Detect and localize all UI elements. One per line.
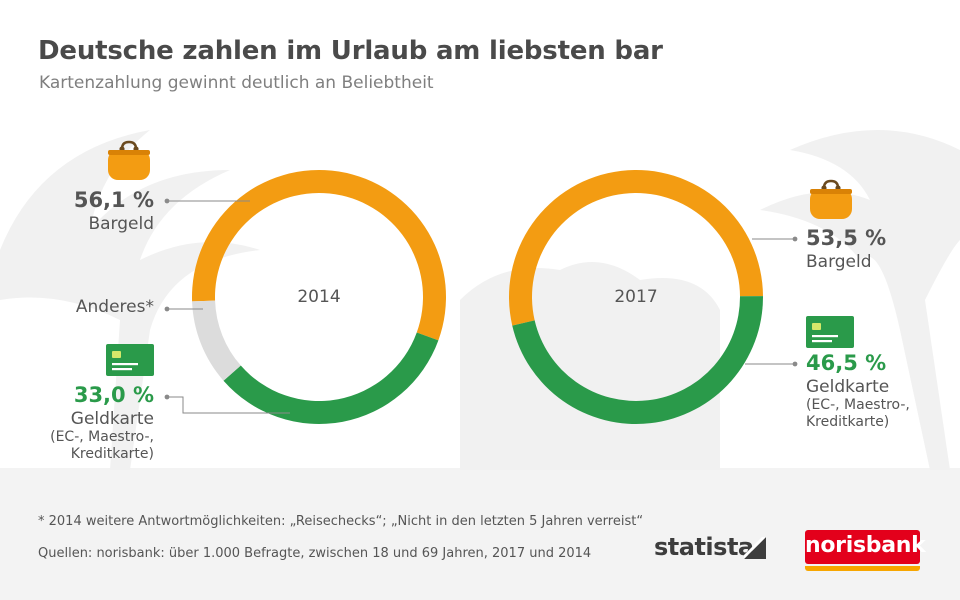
value-2014-cash: 56,1 % — [73, 188, 154, 212]
category-2014-cash: Bargeld — [88, 213, 154, 234]
category-2017-card: Geldkarte — [806, 376, 890, 397]
label-2017-cash: 53,5 % Bargeld — [806, 226, 886, 272]
norisbank-logo[interactable]: norisbank — [805, 530, 926, 564]
category-2014-card: Geldkarte — [70, 408, 154, 429]
note-2014-card-1: (EC-, Maestro-, — [50, 429, 154, 446]
value-2017-card: 46,5 % — [806, 351, 887, 375]
donut-2014 — [192, 170, 446, 424]
donut-2014-center-label: 2014 — [297, 287, 341, 307]
leader-line-left-card — [167, 396, 290, 414]
category-2017-cash: Bargeld — [806, 251, 872, 272]
source-note: Quellen: norisbank: über 1.000 Befragte,… — [38, 546, 592, 561]
note-2017-card-1: (EC-, Maestro-, — [806, 397, 910, 414]
norisbank-logo-text: norisbank — [805, 533, 926, 558]
donut-2017 — [508, 169, 763, 424]
statista-logo-mark — [744, 537, 766, 559]
credit-card-icon — [106, 344, 154, 376]
footnote: * 2014 weitere Antwortmöglichkeiten: „Re… — [38, 514, 644, 529]
donut-slice-bargeld — [192, 170, 446, 341]
footer-band — [0, 468, 960, 600]
label-2017-card: 46,5 % Geldkarte (EC-, Maestro-, Kreditk… — [806, 351, 910, 432]
label-2014-other: Anderes* — [75, 297, 154, 317]
note-2014-card-2: Kreditkarte) — [70, 446, 154, 463]
donut-slice-bargeld — [508, 169, 763, 326]
norisbank-logo-stripe — [805, 566, 920, 571]
donut-slice-geldkarte — [512, 296, 763, 424]
label-2014-cash: 56,1 % Bargeld — [74, 188, 154, 234]
note-2017-card-2: Kreditkarte) — [806, 414, 890, 431]
donut-2017-center-label: 2017 — [614, 287, 658, 307]
label-2014-card: 33,0 % Geldkarte (EC-, Maestro-, Kreditk… — [50, 383, 154, 464]
donut-slice-geldkarte — [223, 332, 439, 424]
value-2014-card: 33,0 % — [73, 383, 154, 407]
value-2017-cash: 53,5 % — [806, 226, 887, 250]
donut-slice-anderes — [192, 300, 241, 381]
chart-subtitle: Kartenzahlung gewinnt deutlich an Belieb… — [39, 73, 434, 93]
statista-logo[interactable]: statista — [654, 533, 754, 561]
coin-purse-icon — [810, 179, 852, 219]
credit-card-icon — [806, 316, 854, 348]
chart-title: Deutsche zahlen im Urlaub am liebsten ba… — [38, 36, 663, 66]
leader-lines — [164, 198, 798, 414]
coin-purse-icon — [108, 140, 150, 180]
